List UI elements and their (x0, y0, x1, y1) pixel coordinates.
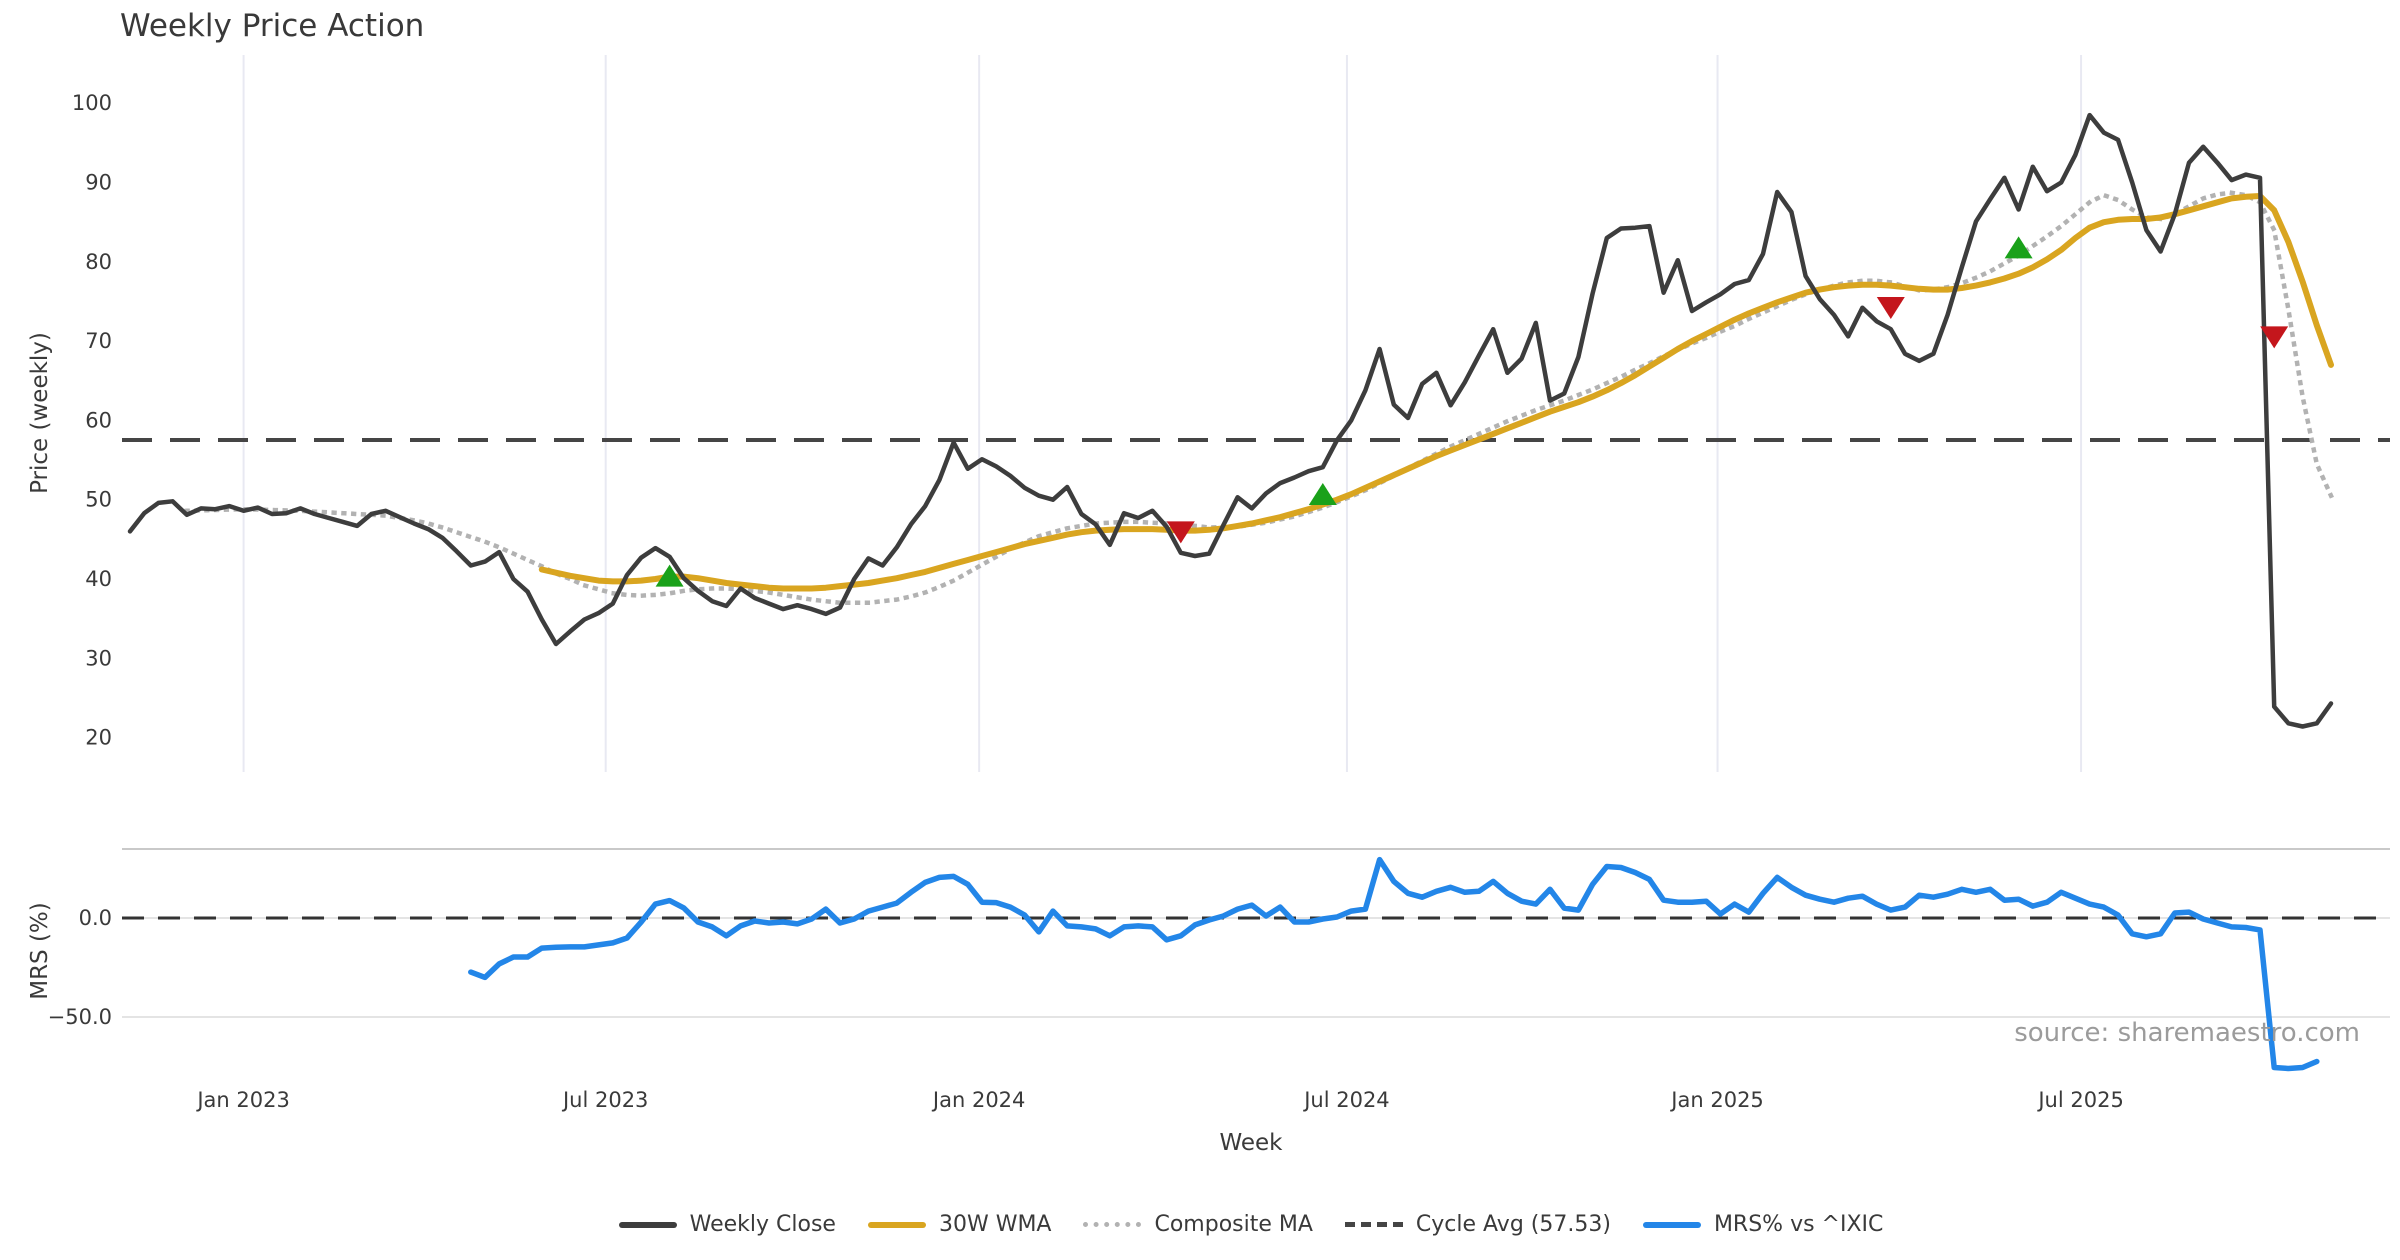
legend-label: Cycle Avg (57.53) (1415, 1212, 1611, 1237)
xtick-label: Jul 2024 (1302, 1088, 1389, 1112)
legend-item-weekly-close: Weekly Close (618, 1212, 836, 1237)
legend-item-30w-wma: 30W WMA (867, 1212, 1052, 1237)
price-axis-label: Price (weekly) (27, 332, 53, 494)
price-ytick-label: 20 (85, 726, 112, 750)
legend-item-mrs: MRS% vs ^IXIC (1642, 1212, 1884, 1237)
cycle-avg-line-icon (1344, 1222, 1403, 1227)
xtick-label: Jul 2023 (561, 1088, 648, 1112)
legend-label: Composite MA (1154, 1212, 1313, 1237)
chart-title: Weekly Price Action (120, 8, 425, 44)
mrs-line-icon (1642, 1221, 1701, 1228)
legend-item-composite-ma: Composite MA (1083, 1212, 1313, 1237)
price-ytick-label: 60 (85, 408, 112, 432)
price-ytick-label: 40 (85, 567, 112, 591)
mrs-ytick-label: 0.0 (79, 906, 112, 930)
price-ytick-label: 30 (85, 646, 112, 670)
composite-ma-line-icon (1083, 1222, 1142, 1227)
legend: Weekly Close 30W WMA Composite MA Cycle … (112, 1212, 2390, 1237)
price-ytick-label: 100 (72, 91, 112, 115)
series-weekly-close (127, 112, 2334, 729)
series-composite-ma (184, 190, 2334, 606)
mrs-axis-label: MRS (%) (27, 902, 53, 1000)
sell-marker-icon (1876, 297, 1905, 320)
series-mrs (468, 856, 2320, 1072)
xtick-label: Jan 2024 (931, 1088, 1026, 1112)
buy-marker-icon (2004, 236, 2033, 259)
xtick-label: Jul 2025 (2036, 1088, 2123, 1112)
price-ytick-label: 50 (85, 488, 112, 512)
legend-label: MRS% vs ^IXIC (1713, 1212, 1884, 1237)
x-axis-label: Week (1219, 1130, 1283, 1156)
xtick-label: Jan 2023 (195, 1088, 290, 1112)
legend-label: 30W WMA (938, 1212, 1052, 1237)
price-series-group (127, 112, 2334, 729)
sell-marker-icon (1166, 521, 1195, 544)
buy-marker-icon (655, 564, 684, 587)
price-ytick-label: 80 (85, 250, 112, 274)
weekly-close-line-icon (618, 1221, 677, 1228)
buy-marker-icon (1308, 482, 1337, 505)
price-ytick-label: 90 (85, 171, 112, 195)
mrs-ytick-label: −50.0 (48, 1005, 112, 1029)
series-30w-wma (538, 193, 2334, 592)
sell-marker-icon (2260, 326, 2289, 349)
price-ytick-label: 70 (85, 329, 112, 353)
legend-item-cycle-avg: Cycle Avg (57.53) (1344, 1212, 1611, 1237)
source-note: source: sharemaestro.com (2014, 1018, 2360, 1048)
xtick-label: Jan 2025 (1669, 1088, 1764, 1112)
legend-label: Weekly Close (689, 1212, 836, 1237)
wma-line-icon (867, 1221, 926, 1228)
